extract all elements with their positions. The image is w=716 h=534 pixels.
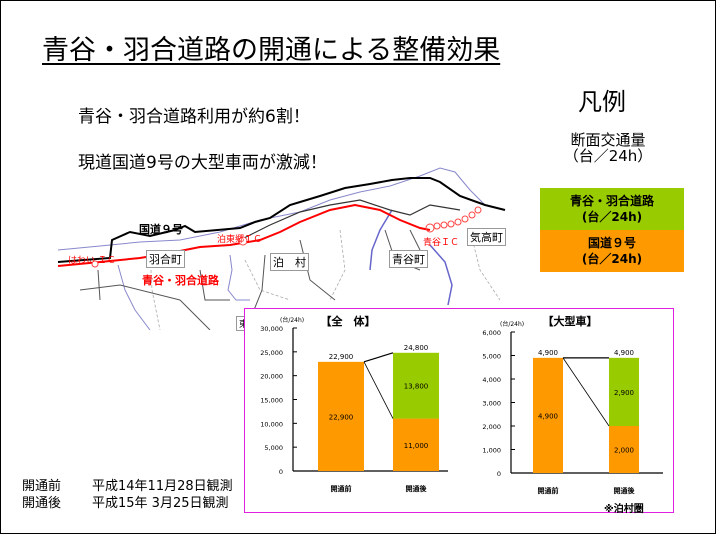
chart-note: ※泊村圏 (604, 504, 644, 515)
chart-panel (244, 308, 674, 513)
map-label-ketaka-town: 気高町 (467, 228, 506, 246)
legend-subtitle: 断面交通量 （台／24h） (548, 132, 668, 164)
map-label-hawai-town: 羽合町 (146, 250, 185, 268)
legend-subtitle-line2: （台／24h） (563, 147, 653, 165)
legend-item-label: 青谷・羽合道路 (569, 194, 654, 208)
headline-heavy-vehicles: 現道国道9号の大型車両が激減！ (78, 153, 327, 173)
observation-label: 開通前 (22, 479, 62, 494)
legend-subtitle-line1: 断面交通量 (570, 131, 646, 149)
observation-before: 開通前 平成14年11月28日観測 (22, 475, 233, 494)
legend-item-route9: 国道９号 (台／24h) (540, 230, 684, 272)
observation-date: 平成15年 3月25日観測 (92, 496, 229, 511)
legend-title: 凡例 (578, 88, 626, 116)
legend-item-label: 国道９号 (587, 236, 636, 250)
map-label-aoya-hawai-road: 青谷・羽合道路 (142, 274, 219, 287)
map-label-aoya-town: 青谷町 (389, 250, 428, 268)
map-label-tomari-village: 泊 村 (270, 253, 309, 271)
page-title: 青谷・羽合道路の開通による整備効果 (42, 35, 501, 66)
map-label-tomari-east-ic: 泊東郷ＩＣ (217, 235, 263, 245)
map-label-hawai-ic: はわい ＩＣ (68, 256, 116, 266)
observation-label: 開通後 (22, 496, 62, 511)
map-label-route9: 国道９号 (139, 223, 183, 236)
legend-item-unit: (台／24h) (581, 252, 643, 266)
map-label-aoya-ic: 青谷ＩＣ (423, 238, 460, 248)
legend-item-unit: (台／24h) (581, 210, 643, 224)
observation-date: 平成14年11月28日観測 (92, 479, 233, 494)
observation-after: 開通後 平成15年 3月25日観測 (22, 492, 229, 511)
legend-item-aoya-hawai-road: 青谷・羽合道路 (台／24h) (540, 188, 684, 230)
headline-usage: 青谷・羽合道路利用が約6割！ (78, 107, 310, 127)
